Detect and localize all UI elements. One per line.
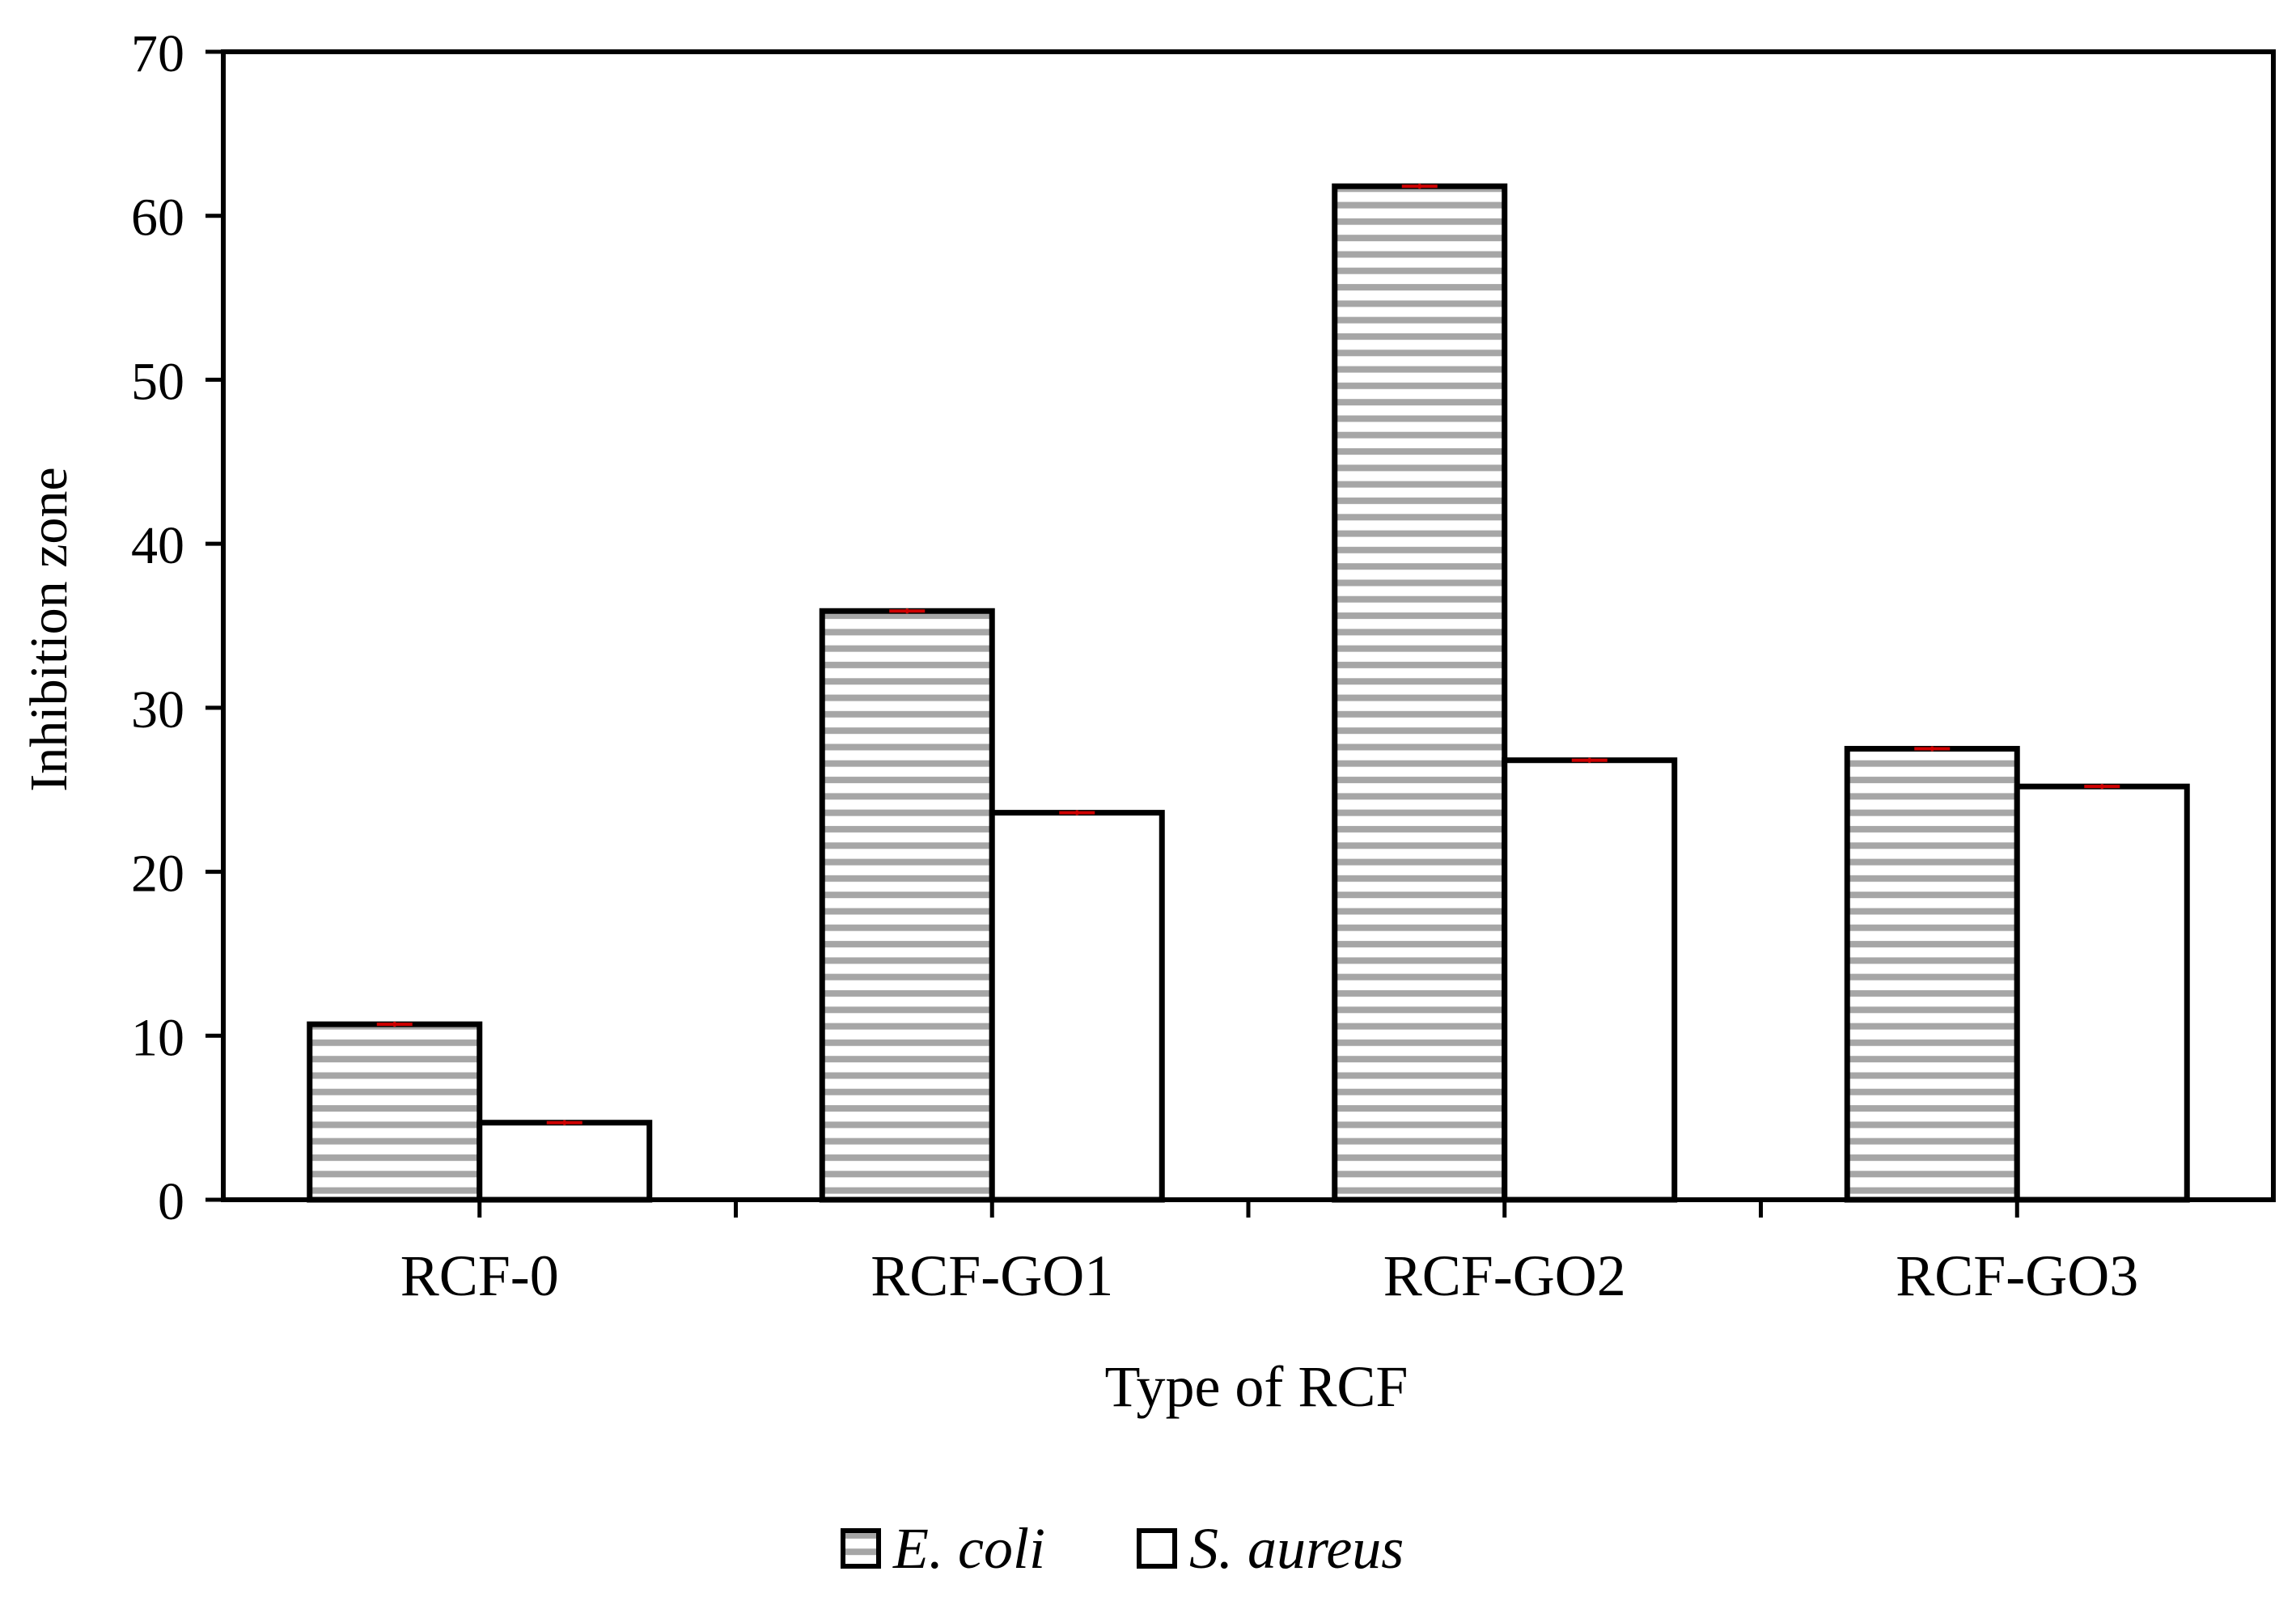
- legend-label: E. coli: [892, 1516, 1045, 1581]
- y-tick-label: 40: [131, 516, 184, 575]
- legend-swatch: [841, 1528, 881, 1569]
- bar: [307, 1021, 483, 1203]
- x-axis-label: Type of RCF: [1105, 1354, 1409, 1419]
- bar: [1844, 746, 2020, 1203]
- x-tick-label: RCF-0: [400, 1243, 559, 1308]
- y-axis-label: Inhibition zone: [19, 467, 78, 791]
- bar: [1502, 757, 1678, 1203]
- legend-label: S. aureus: [1189, 1516, 1404, 1581]
- plot-area: 0 10 20 30 40 50 60 70 RCF-0 RCF-GO1 RCF-GO2 RCF-GO…: [131, 24, 2276, 1308]
- y-tick-label: 10: [131, 1008, 184, 1067]
- y-tick-label: 70: [131, 24, 184, 83]
- x-tick-label: RCF-GO2: [1383, 1243, 1626, 1308]
- y-tick-label: 50: [131, 352, 184, 411]
- bar: [989, 810, 1165, 1203]
- bar: [819, 608, 995, 1203]
- bar: [477, 1120, 653, 1203]
- y-tick-label: 20: [131, 845, 184, 904]
- x-tick-label: RCF-GO3: [1896, 1243, 2138, 1308]
- y-tick-label: 60: [131, 188, 184, 248]
- bar: [1332, 183, 1508, 1203]
- bar: [2014, 783, 2190, 1203]
- legend: E. coli S. aureus: [841, 1516, 1404, 1581]
- x-tick-label: RCF-GO1: [871, 1243, 1113, 1308]
- y-tick-label: 30: [131, 680, 184, 739]
- legend-swatch: [1137, 1528, 1177, 1569]
- y-tick-label: 0: [158, 1172, 184, 1231]
